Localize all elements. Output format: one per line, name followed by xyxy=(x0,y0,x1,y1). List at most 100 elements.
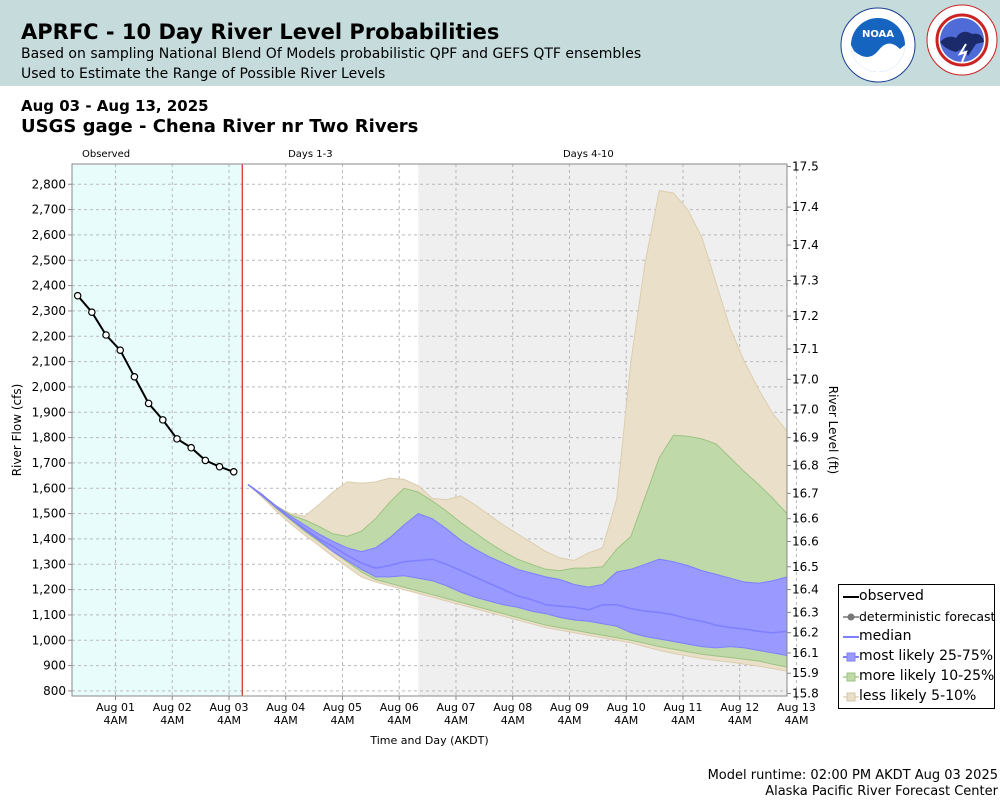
x-tick-sublabel: 4AM xyxy=(444,714,468,727)
right-tick-label: 17.0 xyxy=(792,372,819,386)
y-tick-label: 1,600 xyxy=(32,481,66,495)
legend-swatch-25-75 xyxy=(843,652,859,662)
legend-label: most likely 25-75% xyxy=(859,648,994,664)
page-subtitle-2: Used to Estimate the Range of Possible R… xyxy=(21,66,386,82)
date-range: Aug 03 - Aug 13, 2025 xyxy=(21,97,209,115)
y-tick-label: 1,400 xyxy=(32,532,66,546)
x-tick-label: Aug 07 xyxy=(436,701,475,714)
observed-point xyxy=(102,331,110,339)
x-tick-label: Aug 04 xyxy=(266,701,305,714)
legend-item-25-75: most likely 25-75% xyxy=(839,647,994,667)
x-tick-label: Aug 06 xyxy=(380,701,419,714)
legend-item-10-25: more likely 10-25% xyxy=(839,667,994,687)
right-tick-label: 17.3 xyxy=(792,274,819,288)
x-tick-label: Aug 05 xyxy=(323,701,362,714)
right-tick-label: 16.3 xyxy=(792,605,819,619)
observed-point xyxy=(187,443,195,452)
noaa-logo-text: NOAA xyxy=(862,29,894,40)
right-tick-label: 17.0 xyxy=(792,403,819,417)
gage-title: USGS gage - Chena River nr Two Rivers xyxy=(21,116,419,137)
y-tick-label: 2,800 xyxy=(32,177,66,191)
y-tick-label: 1,300 xyxy=(32,557,66,571)
observed-point xyxy=(116,346,125,355)
right-tick-label: 16.2 xyxy=(792,626,819,640)
legend-swatch-5-10 xyxy=(843,692,859,702)
model-runtime: Model runtime: 02:00 PM AKDT Aug 03 2025 xyxy=(707,768,998,783)
right-tick-label: 17.1 xyxy=(792,342,819,356)
legend-item-5-10: less likely 5-10% xyxy=(839,687,994,707)
legend-item-observed: observed xyxy=(839,587,994,607)
y-tick-label: 1,900 xyxy=(32,405,66,419)
x-tick-sublabel: 4AM xyxy=(557,714,581,727)
x-tick-sublabel: 4AM xyxy=(160,714,184,727)
x-tick-label: Aug 11 xyxy=(663,701,702,714)
y-tick-label: 2,400 xyxy=(32,279,66,293)
legend-swatch-observed xyxy=(843,596,859,598)
observed-point xyxy=(215,462,224,471)
noaa-logo: NOAA xyxy=(840,7,916,83)
observed-point xyxy=(201,456,210,465)
right-tick-label: 15.8 xyxy=(792,686,819,700)
right-tick-label: 16.4 xyxy=(792,583,819,597)
y-tick-label: 1,700 xyxy=(32,456,66,470)
nws-logo xyxy=(926,4,998,76)
right-tick-label: 16.1 xyxy=(792,646,819,660)
right-tick-label: 16.6 xyxy=(792,534,819,548)
x-tick-label: Aug 02 xyxy=(153,701,192,714)
observed-point xyxy=(173,435,181,443)
chart-legend: observed deterministic forecast median m… xyxy=(838,584,995,709)
y-axis-title-right: River Level (ft) xyxy=(826,386,840,474)
right-tick-label: 17.4 xyxy=(792,200,819,214)
observed-point xyxy=(158,416,167,424)
x-tick-label: Aug 10 xyxy=(607,701,646,714)
y-tick-label: 800 xyxy=(43,684,66,698)
y-tick-label: 2,500 xyxy=(32,253,66,267)
y-tick-label: 2,200 xyxy=(32,329,66,343)
x-tick-sublabel: 4AM xyxy=(784,714,808,727)
period-label: Days 1-3 xyxy=(288,149,332,160)
observed-period-shade xyxy=(72,164,243,696)
right-tick-label: 17.2 xyxy=(792,309,819,323)
observed-point xyxy=(73,291,82,300)
forecast-center: Alaska Pacific River Forecast Center xyxy=(765,784,998,799)
legend-label: deterministic forecast xyxy=(859,609,996,624)
period-label: Observed xyxy=(82,149,130,160)
y-tick-label: 2,000 xyxy=(32,380,66,394)
legend-label: more likely 10-25% xyxy=(859,668,995,684)
y-tick-label: 2,300 xyxy=(32,304,66,318)
legend-item-median: median xyxy=(839,627,994,647)
y-tick-label: 1,800 xyxy=(32,431,66,445)
river-probability-chart: Observed Days 1-3 Days 4-10 800 900 1,000 1,10… xyxy=(10,149,840,747)
x-tick-label: Aug 01 xyxy=(96,701,135,714)
legend-label: median xyxy=(859,628,912,644)
x-tick-sublabel: 4AM xyxy=(103,714,127,727)
x-tick-sublabel: 4AM xyxy=(217,714,241,727)
y-tick-label: 1,100 xyxy=(32,608,66,622)
right-tick-label: 16.6 xyxy=(792,512,819,526)
right-tick-label: 16.5 xyxy=(792,560,819,574)
x-tick-sublabel: 4AM xyxy=(671,714,695,727)
observed-point xyxy=(130,373,139,381)
right-tick-label: 17.4 xyxy=(792,238,819,252)
observed-point xyxy=(144,399,153,408)
page-subtitle-1: Based on sampling National Blend Of Mode… xyxy=(21,46,642,62)
x-tick-sublabel: 4AM xyxy=(501,714,525,727)
x-axis-title: Time and Day (AKDT) xyxy=(369,734,488,747)
median-line xyxy=(247,483,788,634)
x-tick-sublabel: 4AM xyxy=(387,714,411,727)
x-tick-label: Aug 03 xyxy=(210,701,249,714)
legend-item-deterministic: deterministic forecast xyxy=(839,607,996,627)
y-tick-label: 1,200 xyxy=(32,583,66,597)
x-tick-label: Aug 09 xyxy=(550,701,589,714)
y-tick-label: 2,100 xyxy=(32,355,66,369)
observed-point xyxy=(229,467,238,476)
right-tick-label: 15.9 xyxy=(792,666,819,680)
x-tick-label: Aug 08 xyxy=(493,701,532,714)
x-tick-label: Aug 12 xyxy=(720,701,759,714)
x-tick-sublabel: 4AM xyxy=(614,714,638,727)
y-tick-label: 1,000 xyxy=(32,633,66,647)
x-tick-sublabel: 4AM xyxy=(330,714,354,727)
period-label: Days 4-10 xyxy=(563,149,614,160)
legend-swatch-median xyxy=(843,636,859,638)
y-tick-label: 2,700 xyxy=(32,203,66,217)
